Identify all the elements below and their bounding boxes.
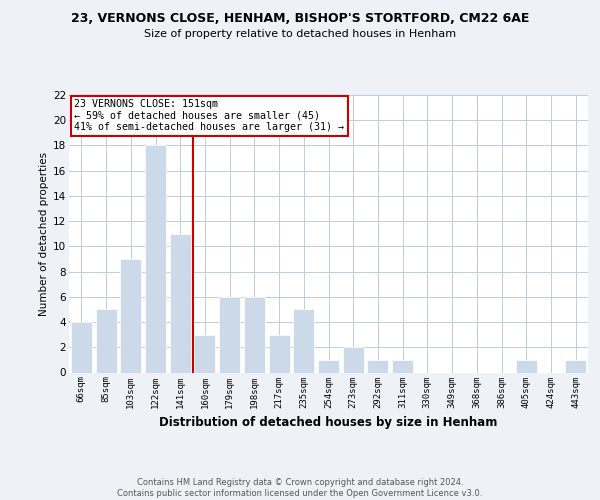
Bar [318,360,339,372]
Bar [293,310,314,372]
Text: Size of property relative to detached houses in Henham: Size of property relative to detached ho… [144,29,456,39]
Bar [343,348,364,372]
Bar [219,297,240,372]
X-axis label: Distribution of detached houses by size in Henham: Distribution of detached houses by size … [160,416,497,429]
Bar [367,360,388,372]
Bar [392,360,413,372]
Bar [95,310,116,372]
Bar [120,259,141,372]
Bar [71,322,92,372]
Y-axis label: Number of detached properties: Number of detached properties [39,152,49,316]
Bar [565,360,586,372]
Bar [516,360,537,372]
Text: Contains HM Land Registry data © Crown copyright and database right 2024.
Contai: Contains HM Land Registry data © Crown c… [118,478,482,498]
Bar [145,146,166,372]
Text: 23, VERNONS CLOSE, HENHAM, BISHOP'S STORTFORD, CM22 6AE: 23, VERNONS CLOSE, HENHAM, BISHOP'S STOR… [71,12,529,26]
Text: 23 VERNONS CLOSE: 151sqm
← 59% of detached houses are smaller (45)
41% of semi-d: 23 VERNONS CLOSE: 151sqm ← 59% of detach… [74,99,344,132]
Bar [269,334,290,372]
Bar [194,334,215,372]
Bar [244,297,265,372]
Bar [170,234,191,372]
